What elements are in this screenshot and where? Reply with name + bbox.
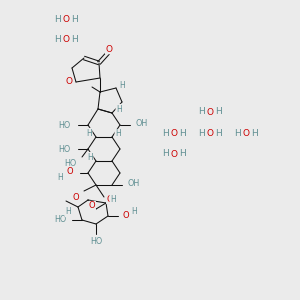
Text: HO: HO	[64, 158, 76, 167]
Text: HO: HO	[54, 215, 66, 224]
Text: H: H	[162, 128, 169, 137]
Text: H: H	[116, 104, 122, 113]
Text: O: O	[62, 35, 70, 44]
Text: O: O	[106, 44, 112, 53]
Text: O: O	[242, 129, 250, 138]
Text: H: H	[115, 130, 121, 139]
Text: O: O	[206, 129, 214, 138]
Text: O: O	[170, 150, 178, 159]
Text: H: H	[215, 128, 222, 137]
Text: HO: HO	[58, 145, 70, 154]
Text: H: H	[57, 172, 63, 182]
Text: OH: OH	[128, 179, 140, 188]
Text: H: H	[179, 128, 186, 137]
Text: O: O	[170, 129, 178, 138]
Text: H: H	[54, 34, 61, 43]
Text: H: H	[87, 152, 93, 161]
Text: O: O	[73, 193, 79, 202]
Text: H: H	[198, 128, 205, 137]
Text: H: H	[119, 80, 125, 89]
Text: O: O	[65, 77, 73, 86]
Text: H: H	[198, 107, 205, 116]
Text: OH: OH	[136, 119, 148, 128]
Text: H: H	[65, 208, 71, 217]
Text: HO: HO	[90, 238, 102, 247]
Text: H: H	[215, 107, 222, 116]
Text: H: H	[71, 14, 78, 23]
Text: HO: HO	[58, 121, 70, 130]
Text: H: H	[251, 128, 258, 137]
Text: H: H	[131, 206, 137, 215]
Text: H: H	[86, 128, 92, 137]
Text: H: H	[54, 14, 61, 23]
Text: H: H	[162, 149, 169, 158]
Text: O: O	[89, 202, 95, 211]
Text: O: O	[62, 15, 70, 24]
Text: O: O	[123, 211, 129, 220]
Text: H: H	[234, 128, 241, 137]
Text: O: O	[107, 194, 113, 203]
Text: O: O	[206, 108, 214, 117]
Text: H: H	[71, 34, 78, 43]
Text: H: H	[110, 194, 116, 203]
Text: H: H	[179, 149, 186, 158]
Text: O: O	[67, 167, 73, 176]
